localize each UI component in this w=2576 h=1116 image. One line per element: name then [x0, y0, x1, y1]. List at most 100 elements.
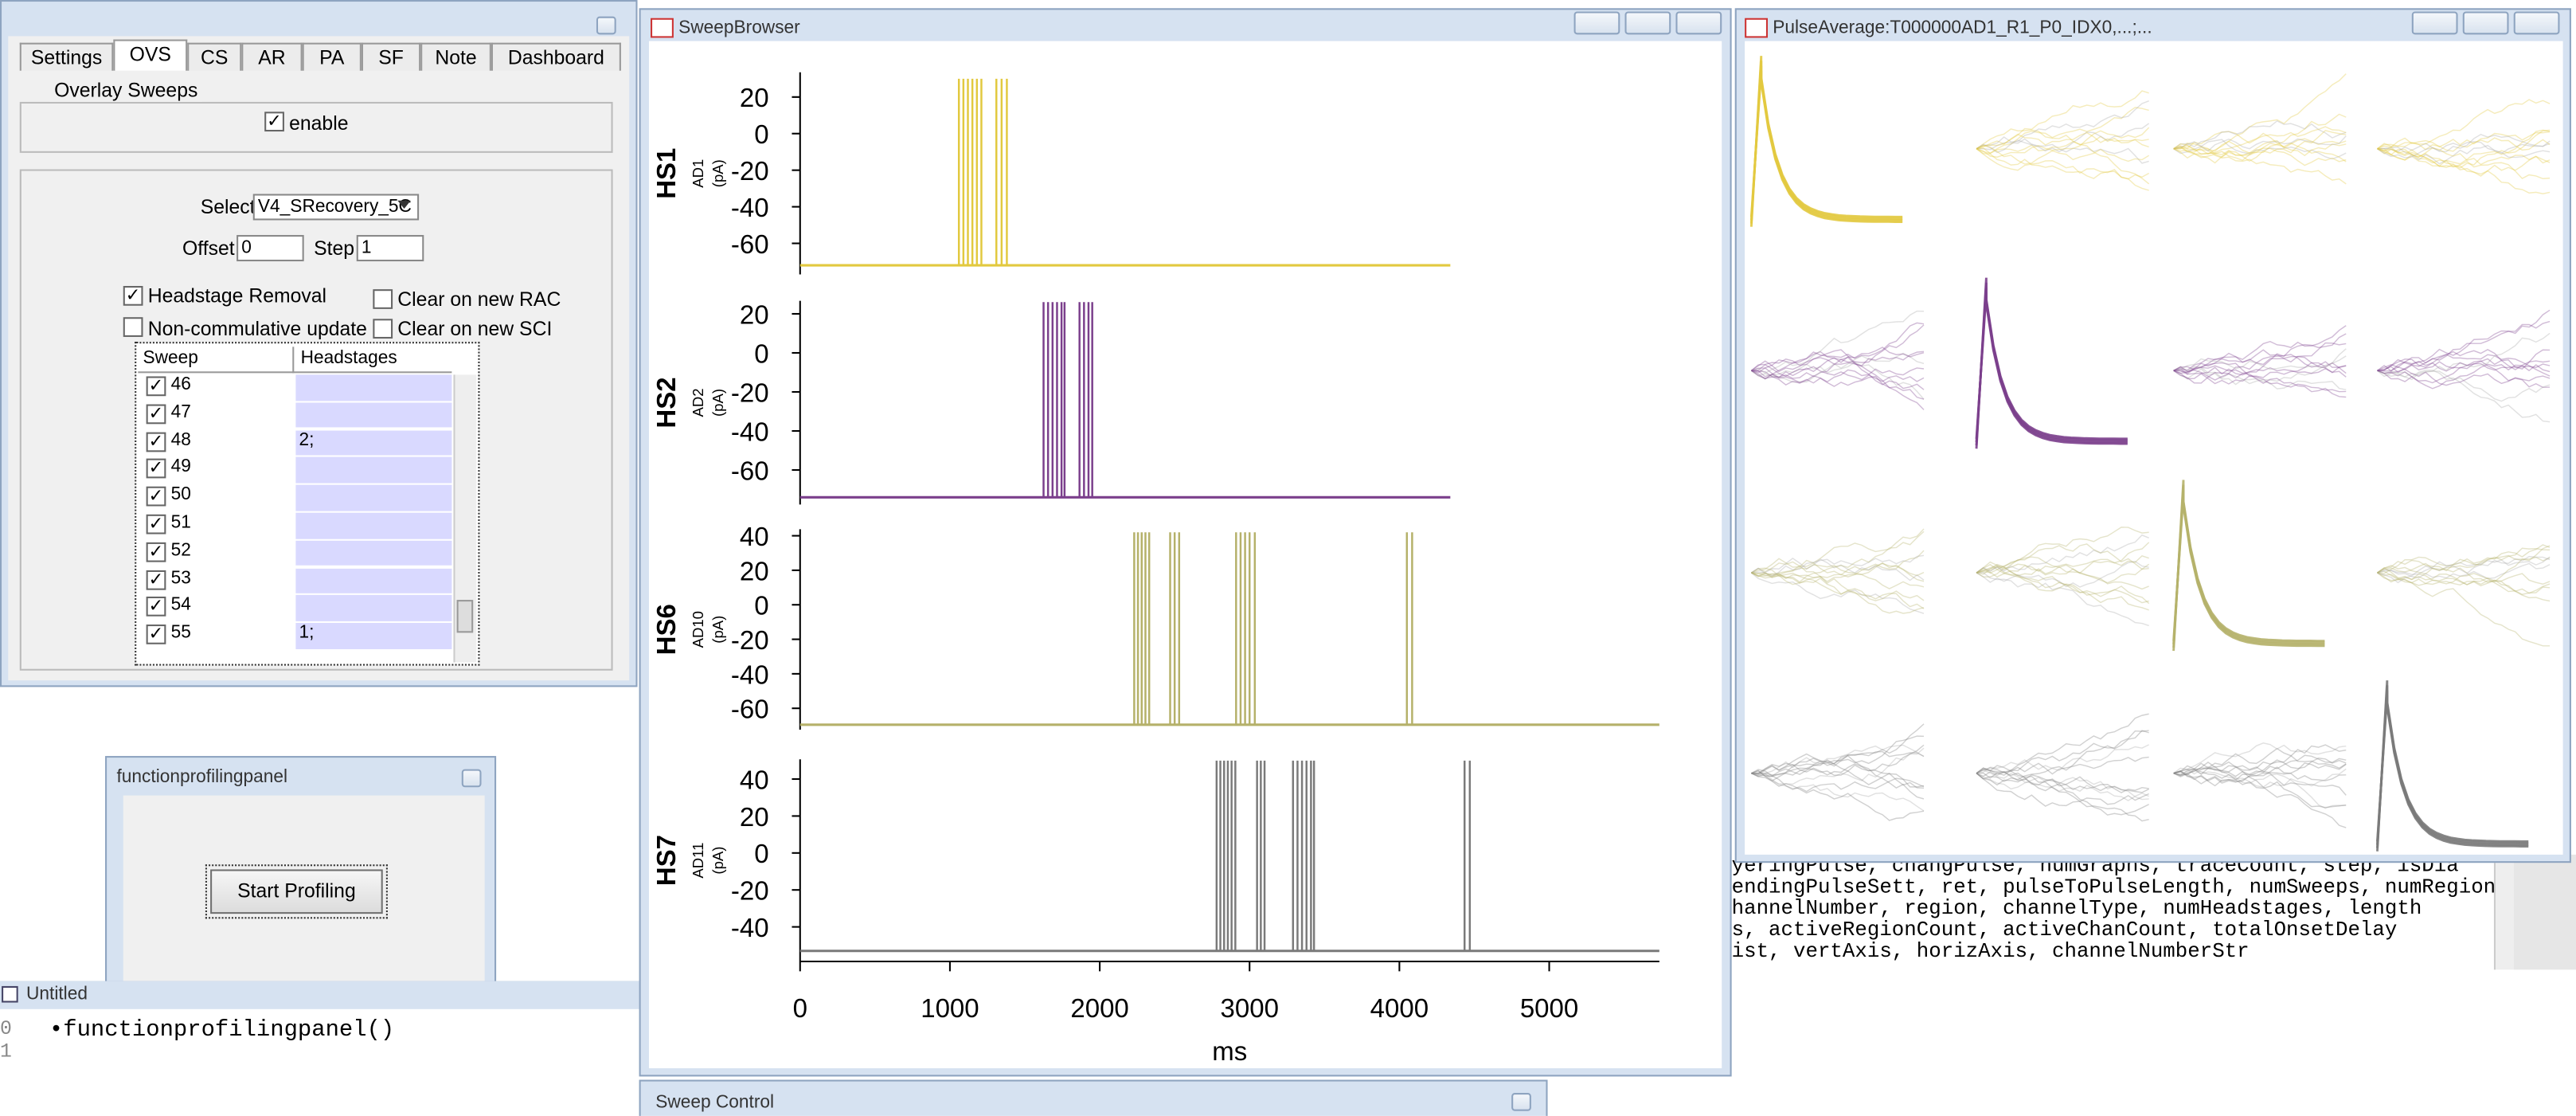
checkbox[interactable]: ✓ — [146, 376, 166, 397]
checkbox[interactable]: ✓ — [146, 597, 166, 617]
checkbox[interactable] — [123, 317, 143, 337]
pulse-trace — [1751, 550, 1925, 580]
offset-input[interactable]: 0 — [236, 235, 304, 262]
unit-label: (pA) — [709, 389, 726, 417]
select-label: Select — [200, 195, 256, 219]
checkbox[interactable]: ✓ — [123, 285, 143, 306]
channel-label: AD11 — [690, 843, 706, 879]
tab[interactable]: CS — [187, 42, 242, 71]
checkbox-label[interactable]: Clear on new RAC — [397, 288, 561, 311]
minimize-button[interactable] — [2411, 11, 2458, 35]
pulse-trace — [1976, 90, 2149, 150]
window-title: PulseAverage:T000000AD1_R1_P0_IDX0,...;.… — [1773, 18, 2152, 38]
minimize-button[interactable] — [1573, 11, 1620, 35]
tab[interactable]: PA — [302, 42, 362, 71]
pulse-trace — [1751, 754, 1925, 800]
sweep-number: 49 — [170, 457, 191, 478]
checkbox[interactable]: ✓ — [146, 404, 166, 424]
pulse-trace — [2377, 566, 2551, 647]
pulse-trace — [1976, 773, 2149, 816]
checkbox[interactable] — [373, 289, 393, 309]
pulse-trace — [2173, 355, 2347, 385]
pulse-trace — [2377, 572, 2551, 587]
x-tick-label: 5000 — [1520, 993, 1578, 1023]
close-button[interactable] — [1675, 11, 1722, 35]
sweep-control-window — [639, 1079, 1548, 1116]
tab[interactable]: AR — [241, 42, 303, 71]
group-box — [19, 169, 613, 671]
pulse-trace — [2173, 766, 2347, 809]
close-button[interactable] — [2513, 11, 2560, 35]
checkbox-label[interactable]: enable — [289, 112, 349, 135]
maximize-button[interactable] — [2462, 11, 2509, 35]
y-tick-label: 0 — [754, 839, 768, 868]
scroll-thumb[interactable] — [456, 600, 474, 633]
tab[interactable]: Settings — [19, 42, 114, 71]
y-tick-label: 20 — [740, 556, 769, 585]
headstage-label: HS7 — [651, 835, 681, 886]
pulse-trace — [2377, 547, 2551, 574]
step-input[interactable]: 1 — [356, 235, 424, 262]
pulse-trace — [2173, 113, 2347, 159]
checkbox[interactable]: ✓ — [146, 514, 166, 535]
close-button[interactable] — [1511, 1093, 1531, 1111]
checkbox[interactable]: ✓ — [264, 112, 284, 132]
pulse-trace — [2377, 360, 2551, 389]
pulse-trace — [1976, 148, 2150, 180]
pulse-trace — [2377, 562, 2551, 602]
pulse-trace — [1751, 773, 1925, 821]
checkbox[interactable]: ✓ — [146, 570, 166, 589]
pulse-trace — [1976, 127, 2150, 158]
tab[interactable]: OVS — [113, 39, 188, 71]
y-tick-label: -40 — [731, 417, 769, 446]
checkbox-label[interactable]: Headstage Removal — [147, 284, 327, 307]
pulse-average-trace — [1975, 282, 2128, 446]
tab[interactable]: Note — [420, 42, 491, 71]
pulse-trace — [1751, 367, 1925, 386]
tab[interactable]: SF — [361, 42, 421, 71]
pulse-trace — [1976, 566, 2150, 605]
window-icon — [1745, 18, 1769, 38]
command-line: •functionprofilingpanel() — [49, 1017, 395, 1044]
pulse-trace — [1976, 107, 2149, 155]
pulse-trace — [1751, 370, 1925, 410]
pulse-trace — [2173, 768, 2347, 809]
pulse-trace — [2173, 119, 2347, 150]
checkbox[interactable]: ✓ — [146, 487, 166, 507]
y-tick-label: -60 — [731, 229, 769, 259]
pulse-trace — [2173, 765, 2347, 796]
checkbox-label[interactable]: Non-commulative update — [147, 317, 367, 341]
y-tick-label: -20 — [731, 378, 769, 407]
code-line: endingPulseSett, ret, pulseToPulseLength… — [1731, 875, 2496, 899]
unit-label: (pA) — [709, 616, 726, 644]
close-button[interactable] — [596, 16, 616, 35]
pulse-trace — [1976, 771, 2149, 793]
pulse-trace — [1976, 773, 2149, 822]
close-button[interactable] — [461, 769, 482, 788]
channel-label: AD1 — [690, 159, 706, 188]
code-line: hannelNumber, region, channelType, numHe… — [1731, 897, 2422, 921]
scroll-area — [2513, 854, 2576, 970]
y-tick-label: 20 — [740, 300, 769, 329]
checkbox[interactable]: ✓ — [146, 625, 166, 645]
list-header — [138, 347, 452, 374]
pulse-trace — [1751, 347, 1925, 378]
checkbox[interactable]: ✓ — [146, 542, 166, 562]
checkbox[interactable] — [373, 319, 393, 339]
checkbox-label[interactable]: Clear on new SCI — [397, 317, 553, 341]
tab[interactable]: Dashboard — [491, 42, 621, 71]
pulse-trace — [1751, 561, 1925, 582]
start-profiling-button[interactable]: Start Profiling — [210, 869, 383, 914]
pulse-average-trace — [2376, 685, 2529, 848]
maximize-button[interactable] — [1624, 11, 1671, 35]
pulse-trace — [1976, 563, 2150, 584]
checkbox[interactable]: ✓ — [146, 459, 166, 480]
pulse-trace — [2173, 142, 2347, 163]
headstages-cell — [295, 429, 452, 456]
select-dropdown[interactable]: V4_SRecovery_5C — [252, 194, 420, 221]
checkbox[interactable]: ✓ — [146, 431, 166, 452]
pulse-trace — [2173, 754, 2347, 785]
pulse-trace — [2173, 130, 2347, 164]
pulse-trace — [2377, 572, 2551, 594]
pulse-trace — [1750, 352, 1925, 383]
